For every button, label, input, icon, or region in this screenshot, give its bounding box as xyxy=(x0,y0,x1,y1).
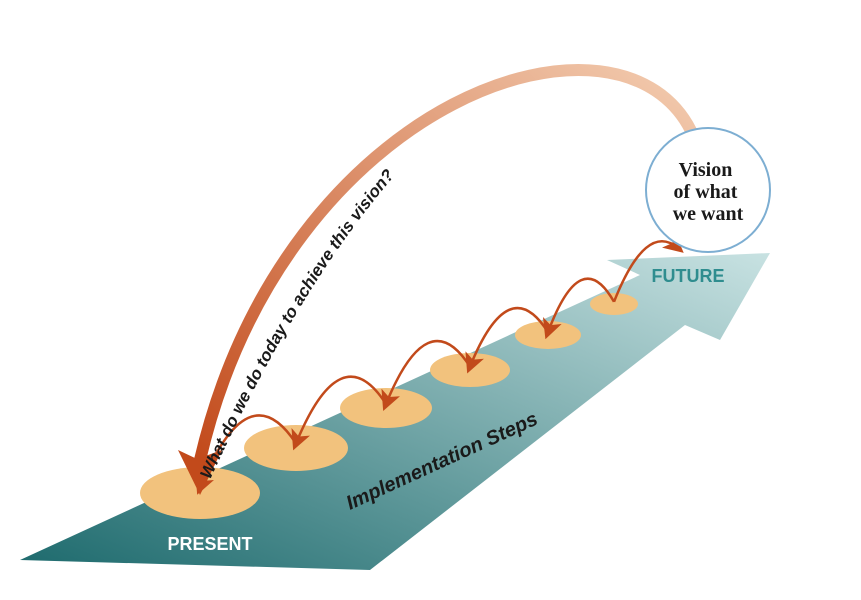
present-label: PRESENT xyxy=(167,534,252,554)
step-ellipse xyxy=(515,321,581,349)
vision-circle-text: Vision of what we want xyxy=(673,159,744,225)
step-ellipse xyxy=(430,353,510,387)
step-ellipse xyxy=(340,388,432,428)
step-ellipse xyxy=(590,293,638,315)
step-ellipse xyxy=(244,425,348,471)
future-label: FUTURE xyxy=(652,266,725,286)
vision-diagram: Vision of what we want PRESENT FUTURE Wh… xyxy=(0,0,861,600)
